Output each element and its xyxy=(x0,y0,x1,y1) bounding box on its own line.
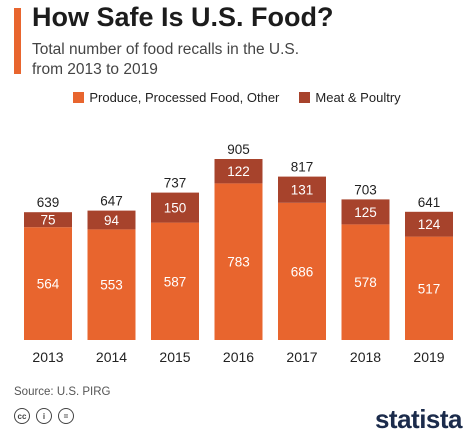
bar-produce-2019 xyxy=(405,236,453,340)
bar-produce-2015 xyxy=(151,222,199,340)
tick-label-2014: 2014 xyxy=(96,349,127,365)
bar-produce-2013 xyxy=(24,227,72,340)
label-total-2017: 817 xyxy=(291,160,314,175)
chart-subtitle: Total number of food recalls in the U.S.… xyxy=(32,41,300,78)
bar-meat-2016 xyxy=(214,159,263,184)
source-note: Source: U.S. PIRG xyxy=(14,386,111,398)
bar-chart: 564 75 639 2013 553 94 647 2014 587 150 737 2015 783… xyxy=(24,142,453,365)
label-meat-2018: 125 xyxy=(354,205,377,220)
legend-item-produce: Produce, Processed Food, Other xyxy=(73,90,279,105)
label-total-2019: 641 xyxy=(418,195,441,210)
label-produce-2017: 686 xyxy=(291,264,314,279)
tick-label-2019: 2019 xyxy=(413,349,444,365)
bar-produce-2016 xyxy=(214,183,263,340)
label-meat-2016: 122 xyxy=(227,164,250,179)
bar-meat-2019 xyxy=(405,211,453,237)
label-produce-2018: 578 xyxy=(354,275,377,290)
brand-logo: statista xyxy=(374,404,463,434)
bar-meat-2017 xyxy=(278,176,326,203)
label-meat-2019: 124 xyxy=(418,217,441,232)
bar-meat-2015 xyxy=(151,192,199,223)
tick-label-2017: 2017 xyxy=(286,349,317,365)
legend-label-meat: Meat & Poultry xyxy=(315,90,401,105)
bar-meat-2013 xyxy=(24,212,72,228)
by-icon[interactable]: i xyxy=(36,408,52,424)
bar-produce-2017 xyxy=(278,202,326,340)
label-produce-2014: 553 xyxy=(100,278,123,293)
label-meat-2015: 150 xyxy=(164,201,187,216)
bar-meat-2014 xyxy=(87,210,136,230)
label-meat-2014: 94 xyxy=(104,213,120,228)
tick-label-2013: 2013 xyxy=(32,349,63,365)
label-total-2016: 905 xyxy=(227,142,250,157)
legend-swatch-produce xyxy=(73,92,85,103)
label-meat-2013: 75 xyxy=(40,213,55,228)
bar-produce-2014 xyxy=(87,229,136,340)
label-produce-2019: 517 xyxy=(418,281,441,296)
label-total-2015: 737 xyxy=(164,176,187,191)
tick-label-2015: 2015 xyxy=(159,349,190,365)
legend-item-meat: Meat & Poultry xyxy=(299,90,401,105)
chart-title: How Safe Is U.S. Food? xyxy=(32,2,334,32)
cc-icon[interactable]: cc xyxy=(14,408,30,424)
label-produce-2016: 783 xyxy=(227,255,250,270)
accent-bar xyxy=(14,8,21,74)
label-total-2014: 647 xyxy=(100,194,123,209)
label-total-2018: 703 xyxy=(354,182,377,197)
legend-label-produce: Produce, Processed Food, Other xyxy=(89,90,280,105)
bar-produce-2018 xyxy=(341,224,390,340)
label-produce-2013: 564 xyxy=(37,277,60,292)
legend: Produce, Processed Food, Other Meat & Po… xyxy=(0,90,474,105)
bar-meat-2018 xyxy=(341,199,390,225)
license-icons: cc i = xyxy=(14,408,74,424)
label-meat-2017: 131 xyxy=(291,183,314,198)
nd-icon[interactable]: = xyxy=(58,408,74,424)
label-produce-2015: 587 xyxy=(164,274,187,289)
label-total-2013: 639 xyxy=(37,195,60,210)
tick-label-2016: 2016 xyxy=(223,349,254,365)
legend-swatch-meat xyxy=(299,92,311,103)
tick-label-2018: 2018 xyxy=(350,349,381,365)
